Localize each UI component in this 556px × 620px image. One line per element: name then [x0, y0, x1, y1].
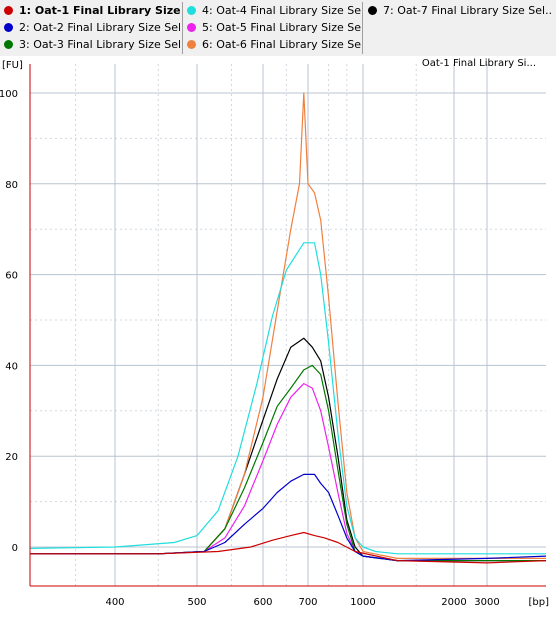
series-line [30, 92, 546, 559]
series-line [29, 242, 546, 555]
legend-item-1[interactable]: 1: Oat-1 Final Library Size ... [4, 2, 180, 19]
legend-item-6[interactable]: 6: Oat-6 Final Library Size Sel... [187, 36, 361, 53]
x-unit-label: [bp] [529, 597, 550, 608]
y-tick-label: 80 [5, 180, 18, 191]
y-tick-labels: 0 20 40 60 80 100 [0, 89, 18, 554]
grid [30, 64, 546, 586]
legend-dot-icon [368, 6, 377, 15]
legend-dot-icon [4, 40, 13, 49]
legend-label: 3: Oat-3 Final Library Size Sel... [19, 38, 180, 51]
y-tick-label: 0 [12, 543, 18, 554]
legend-label: 5: Oat-5 Final Library Size Sel... [202, 21, 361, 34]
legend-dot-icon [4, 6, 13, 15]
legend-dot-icon [187, 40, 196, 49]
series-line [30, 473, 547, 562]
y-tick-label: 60 [5, 271, 18, 282]
x-tick-label: 3000 [474, 597, 499, 608]
legend-dot-icon [187, 6, 196, 15]
y-tick-label: 20 [5, 452, 18, 463]
legend-bar: 1: Oat-1 Final Library Size ... 2: Oat-2… [0, 0, 556, 56]
legend-dot-icon [187, 23, 196, 32]
x-tick-labels: 400 500 600 700 1000 2000 3000 [105, 597, 499, 608]
x-tick-label: 600 [253, 597, 272, 608]
y-tick-label: 40 [5, 361, 18, 372]
legend-item-4[interactable]: 4: Oat-4 Final Library Size Sel... [187, 2, 361, 19]
x-tick-label: 700 [298, 597, 317, 608]
legend-label: 4: Oat-4 Final Library Size Sel... [202, 4, 361, 17]
legend-item-7[interactable]: 7: Oat-7 Final Library Size Sel... [368, 2, 552, 19]
electropherogram-chart: 0 20 40 60 80 100 400 500 600 700 1000 2000 3000 [F… [0, 56, 556, 620]
legend-label: 1: Oat-1 Final Library Size ... [19, 4, 180, 17]
series-line [30, 531, 547, 564]
plot-background [0, 56, 556, 620]
legend-dot-icon [4, 23, 13, 32]
y-tick-label: 100 [0, 89, 18, 100]
x-tick-label: 400 [105, 597, 124, 608]
legend-label: 2: Oat-2 Final Library Size Sel... [19, 21, 180, 34]
legend-label: 7: Oat-7 Final Library Size Sel... [383, 4, 552, 17]
chart-title: Oat-1 Final Library Si... [422, 58, 536, 69]
x-tick-label: 2000 [441, 597, 466, 608]
x-tick-label: 1000 [350, 597, 375, 608]
legend-item-5[interactable]: 5: Oat-5 Final Library Size Sel... [187, 19, 361, 36]
legend-separator [362, 2, 363, 54]
legend-label: 6: Oat-6 Final Library Size Sel... [202, 38, 361, 51]
y-unit-label: [FU] [2, 60, 23, 71]
legend-item-3[interactable]: 3: Oat-3 Final Library Size Sel... [4, 36, 180, 53]
series-lines [29, 92, 547, 564]
legend-item-2[interactable]: 2: Oat-2 Final Library Size Sel... [4, 19, 180, 36]
legend-separator [182, 2, 183, 54]
x-tick-label: 500 [187, 597, 206, 608]
